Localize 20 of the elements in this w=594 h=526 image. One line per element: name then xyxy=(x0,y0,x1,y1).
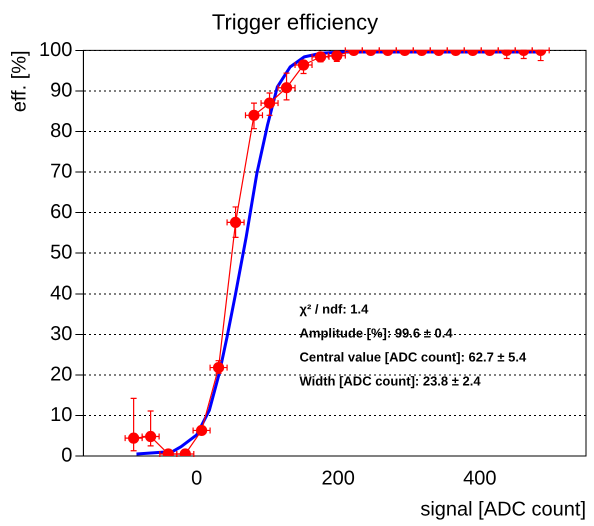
x-tick-label: 0 xyxy=(191,468,202,490)
y-tick-label: 80 xyxy=(50,120,72,142)
annotation: χ² / ndf: 1.4 xyxy=(300,302,370,317)
y-tick-label: 70 xyxy=(50,160,72,183)
annotation: Central value [ADC count]: 62.7 ± 5.4 xyxy=(300,350,528,365)
x-tick-label: 200 xyxy=(322,468,355,490)
annotation: Width [ADC count]: 23.8 ± 2.4 xyxy=(300,374,482,389)
x-tick-label: 400 xyxy=(463,468,496,490)
y-tick-label: 60 xyxy=(50,201,72,224)
y-tick-label: 10 xyxy=(50,404,72,426)
y-tick-label: 40 xyxy=(50,282,72,304)
y-axis-title: eff. [%] xyxy=(8,50,31,112)
y-tick-label: 0 xyxy=(61,444,72,467)
y-tick-label: 100 xyxy=(38,38,72,61)
x-axis-title: signal [ADC count] xyxy=(420,498,586,521)
y-tick-label: 30 xyxy=(50,322,72,345)
y-tick-label: 90 xyxy=(50,79,72,102)
y-tick-label: 50 xyxy=(50,242,72,264)
y-tick-label: 20 xyxy=(50,363,72,386)
chart-title: Trigger efficiency xyxy=(212,9,378,34)
